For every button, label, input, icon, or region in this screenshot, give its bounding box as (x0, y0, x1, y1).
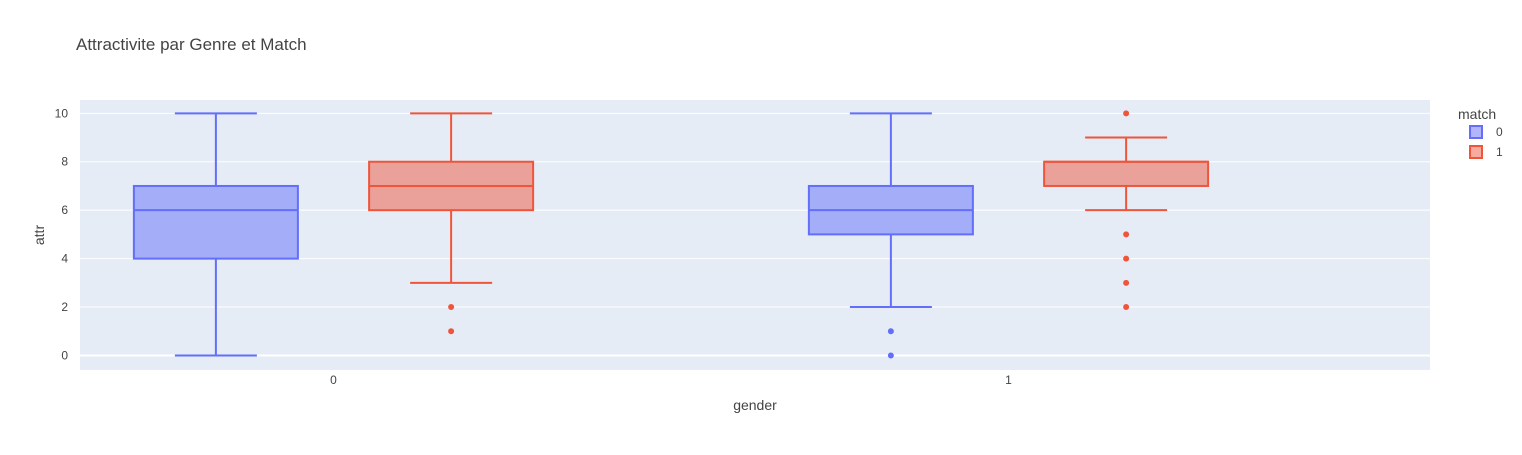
y-axis-ticks: 0 2 4 6 8 10 (55, 106, 69, 362)
legend-swatch-0 (1469, 125, 1483, 139)
outlier-point (1123, 304, 1130, 311)
y-tick-label: 6 (61, 203, 68, 217)
outlier-point (887, 328, 894, 335)
x-tick-label: 1 (1005, 373, 1012, 387)
legend-label-0: 0 (1496, 125, 1503, 139)
legend-swatch-1 (1469, 145, 1483, 159)
y-tick-label: 10 (55, 106, 69, 120)
plot-area (80, 100, 1430, 370)
outlier-point (1123, 231, 1130, 238)
y-tick-label: 0 (61, 348, 68, 362)
y-tick-label: 2 (61, 300, 68, 314)
legend-title: match (1458, 106, 1496, 122)
gridlines (80, 112, 1430, 357)
outlier-point (1123, 279, 1130, 286)
chart-title: Attractivite par Genre et Match (76, 35, 307, 54)
outlier-point (448, 328, 455, 335)
box-iqr (132, 184, 299, 260)
x-axis-title: gender (733, 397, 777, 413)
x-tick-label: 0 (330, 373, 337, 387)
legend-label-1: 1 (1496, 145, 1503, 159)
box-1-0 (368, 112, 535, 335)
y-axis-title: attr (31, 225, 47, 246)
y-tick-label: 8 (61, 155, 68, 169)
outlier-point (1123, 255, 1130, 262)
outlier-point (887, 352, 894, 359)
outlier-point (448, 304, 455, 311)
outlier-point (1123, 110, 1130, 117)
legend: match 0 1 (1458, 106, 1503, 159)
box-series (132, 110, 1210, 359)
box-1-1 (1043, 110, 1210, 311)
box-iqr (1043, 160, 1210, 187)
y-tick-label: 4 (61, 252, 68, 266)
box-0-0 (132, 112, 299, 357)
box-0-1 (807, 112, 974, 359)
